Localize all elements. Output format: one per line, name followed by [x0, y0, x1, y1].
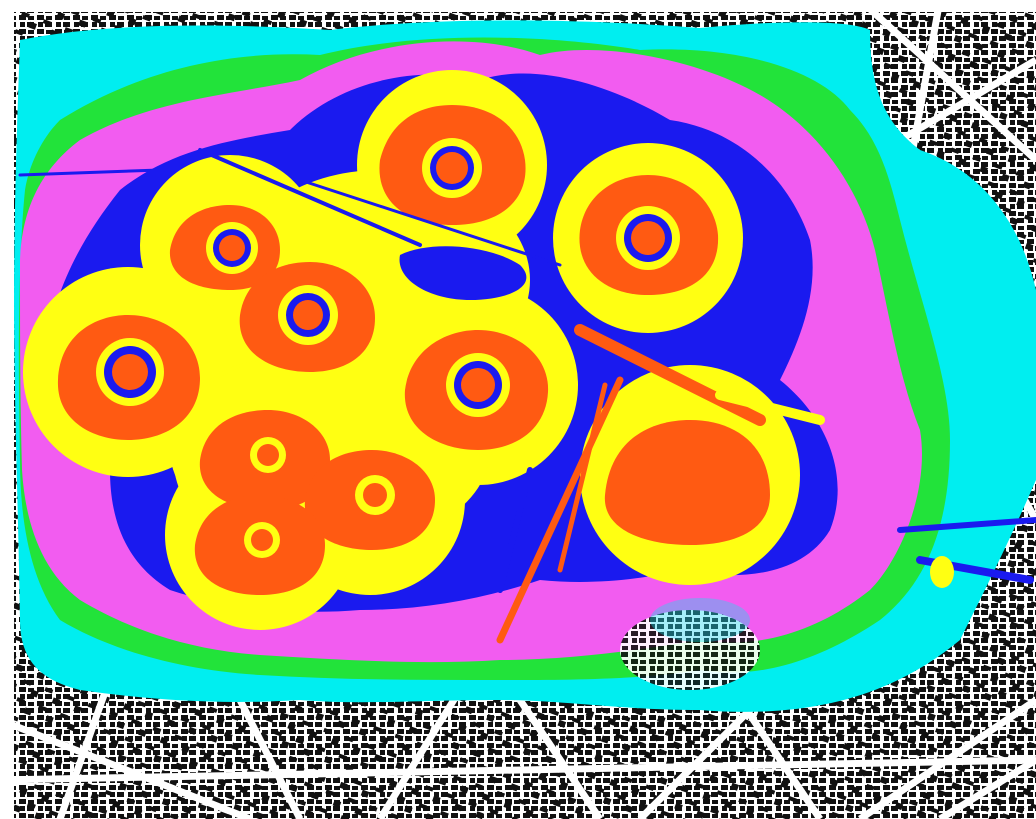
source-center-9[interactable]	[244, 522, 280, 558]
source-center-5[interactable]	[96, 338, 164, 406]
source-center-2[interactable]	[616, 206, 680, 270]
interference-streaks	[18, 148, 1036, 644]
left-paper-margin	[0, 0, 14, 819]
source-center-4[interactable]	[278, 285, 338, 345]
inner-blue-gap	[399, 246, 527, 300]
orange-core-10[interactable]	[604, 420, 770, 545]
source-center-7[interactable]	[250, 437, 286, 473]
source-center-6[interactable]	[446, 353, 510, 417]
source-centers	[96, 138, 680, 558]
source-center-8[interactable]	[355, 475, 395, 515]
east-yellow-fragment	[930, 556, 954, 588]
source-center-3[interactable]	[206, 222, 258, 274]
source-center-1[interactable]	[422, 138, 482, 198]
top-paper-margin	[0, 0, 1036, 12]
urban-intrusion-patch	[620, 598, 760, 690]
